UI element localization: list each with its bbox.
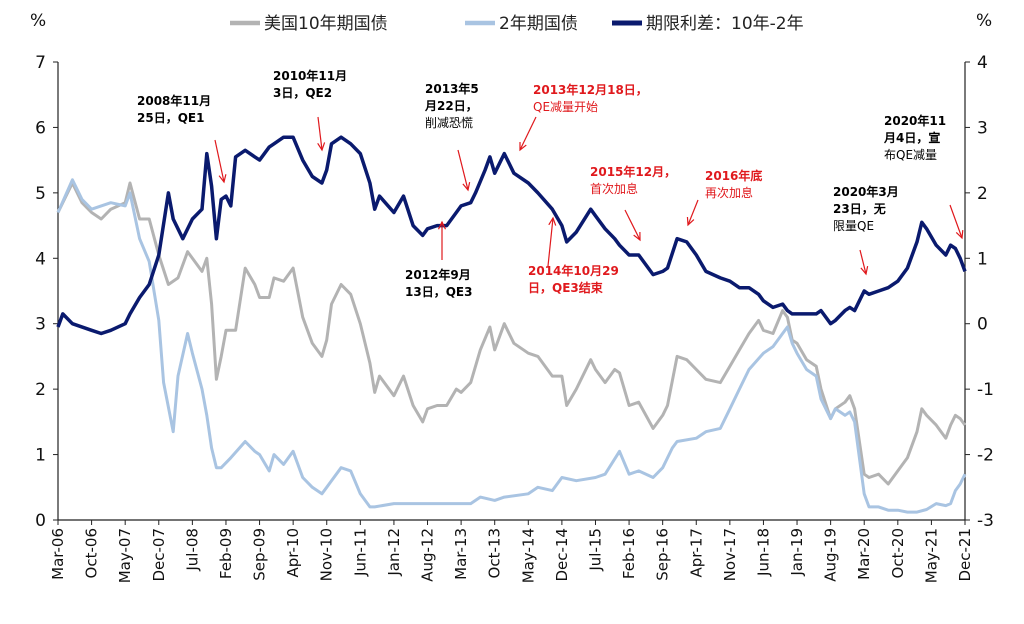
ann-taper-line-3: 削减恐慌 (425, 116, 473, 130)
left-tick-label: 5 (35, 184, 46, 204)
ann-taper2-arrowhead (955, 229, 964, 240)
x-tick-label: Jan-12 (385, 528, 403, 577)
ann-taper2-line-3: 布QE减量 (884, 148, 937, 162)
x-tick-label: Nov-17 (721, 528, 739, 581)
ann-hike1-arrowhead (633, 231, 641, 242)
ann-qe3-line-1: 2012年9月 (405, 267, 471, 282)
ann-taper-arrowhead (462, 182, 471, 192)
x-tick-label: Apr-10 (284, 528, 302, 578)
legend-label-3: 期限利差：10年-2年 (646, 14, 804, 34)
ann-taper-line-1: 2013年5 (425, 81, 479, 96)
x-tick-label: May-21 (922, 528, 940, 583)
ann-qe-inf-arrow (859, 249, 867, 275)
x-tick-label: Aug-12 (419, 528, 437, 582)
right-tick-label: -1 (977, 380, 994, 400)
x-tick-label: Dec-21 (956, 528, 974, 582)
ann-qe2-arrowhead (317, 142, 326, 152)
ann-qe1-arrowhead (218, 174, 227, 184)
x-tick-label: Sep-09 (251, 528, 269, 581)
x-tick-label: Mar-06 (49, 528, 67, 580)
ann-taper-start-arrow (519, 116, 537, 151)
left-tick-label: 2 (35, 380, 46, 400)
ann-qe1-line-2: 25日，QE1 (137, 111, 204, 125)
right-tick-label: 1 (977, 249, 988, 269)
left-tick-label: 1 (35, 446, 46, 466)
ann-qe1-arrow (214, 139, 225, 183)
ann-taper-arrow (457, 149, 469, 191)
ann-qe-inf-line-2: 23日，无 (833, 202, 886, 216)
x-tick-label: Apr-17 (687, 528, 705, 578)
ann-taper2-line-1: 2020年11 (884, 113, 946, 128)
x-tick-label: Jul-08 (183, 528, 201, 572)
ann-taper-start-line-2: QE减量开始 (533, 100, 598, 114)
ann-qe2-line-2: 3日，QE2 (273, 86, 332, 100)
right-tick-label: 0 (977, 315, 988, 335)
ann-qe2-line-1: 2010年11月 (273, 68, 347, 83)
x-tick-label: Feb-16 (620, 528, 638, 579)
ann-taper2-arrow (949, 204, 963, 239)
x-tick-label: Mar-20 (855, 528, 873, 580)
ann-hike1-arrow (624, 209, 641, 241)
legend-label-1: 美国10年期国债 (264, 14, 388, 34)
right-tick-label: 2 (977, 184, 988, 204)
ann-hike2-line-2: 再次加息 (705, 185, 753, 200)
legend-label-2: 2年期国债 (499, 14, 578, 34)
x-tick-label: Oct-06 (83, 528, 101, 578)
ann-hike2-line-1: 2016年底 (705, 168, 762, 183)
ann-qe3-end-arrow (547, 217, 554, 267)
ann-qe3-end-arrowhead (548, 216, 557, 226)
x-tick-label: Oct-13 (486, 528, 504, 578)
x-tick-label: Sep-16 (654, 528, 672, 581)
right-axis-unit: % (976, 11, 992, 31)
x-tick-label: May-14 (519, 528, 537, 583)
series-line-1 (56, 181, 967, 486)
right-tick-label: -3 (977, 511, 994, 531)
ann-hike1-line-1: 2015年12月， (590, 164, 676, 179)
series-line-2 (56, 178, 967, 514)
ann-hike2-arrow (687, 199, 699, 226)
x-tick-label: Jul-15 (586, 528, 604, 572)
left-axis-unit: % (30, 11, 46, 31)
x-tick-label: Oct-20 (889, 528, 907, 578)
left-tick-label: 6 (35, 118, 46, 138)
left-tick-label: 3 (35, 315, 46, 335)
ann-qe-inf-line-1: 2020年3月 (833, 184, 899, 199)
ann-hike2-arrowhead (686, 216, 695, 227)
x-tick-label: Feb-09 (217, 528, 235, 579)
ann-qe-inf-arrowhead (860, 266, 869, 276)
ann-qe-inf-line-3: 限量QE (833, 219, 874, 233)
ann-taper-line-2: 月22日， (424, 99, 478, 113)
series-line-3 (56, 135, 967, 336)
ann-taper-start-line-1: 2013年12月18日， (533, 82, 648, 97)
left-tick-label: 0 (35, 511, 46, 531)
x-tick-label: Mar-13 (452, 528, 470, 580)
ann-qe3-end-line-1: 2014年10月29 (528, 263, 619, 278)
x-tick-label: Nov-10 (318, 528, 336, 581)
x-tick-label: Dec-07 (150, 528, 168, 582)
ann-qe3-end-line-2: 日，QE3结束 (528, 280, 604, 295)
x-tick-label: May-07 (116, 528, 134, 583)
ann-qe3-line-2: 13日，QE3 (405, 285, 472, 299)
x-tick-label: Aug-19 (822, 528, 840, 582)
ann-qe3-arrowhead (437, 220, 447, 230)
x-tick-label: Jun-11 (351, 528, 369, 577)
right-tick-label: 4 (977, 53, 988, 73)
ann-taper2-line-2: 月4日，宣 (883, 130, 940, 145)
left-tick-label: 7 (35, 53, 46, 73)
x-tick-label: Dec-14 (553, 528, 571, 582)
x-tick-label: Jun-18 (754, 528, 772, 577)
ann-qe2-arrow (317, 116, 323, 151)
left-tick-label: 4 (35, 249, 46, 269)
ann-taper-start-arrowhead (519, 141, 527, 152)
x-tick-label: Jan-19 (788, 528, 806, 577)
ann-hike1-line-2: 首次加息 (590, 181, 638, 196)
right-tick-label: -2 (977, 446, 994, 466)
right-tick-label: 3 (977, 118, 988, 138)
ann-qe1-line-1: 2008年11月 (137, 93, 211, 108)
